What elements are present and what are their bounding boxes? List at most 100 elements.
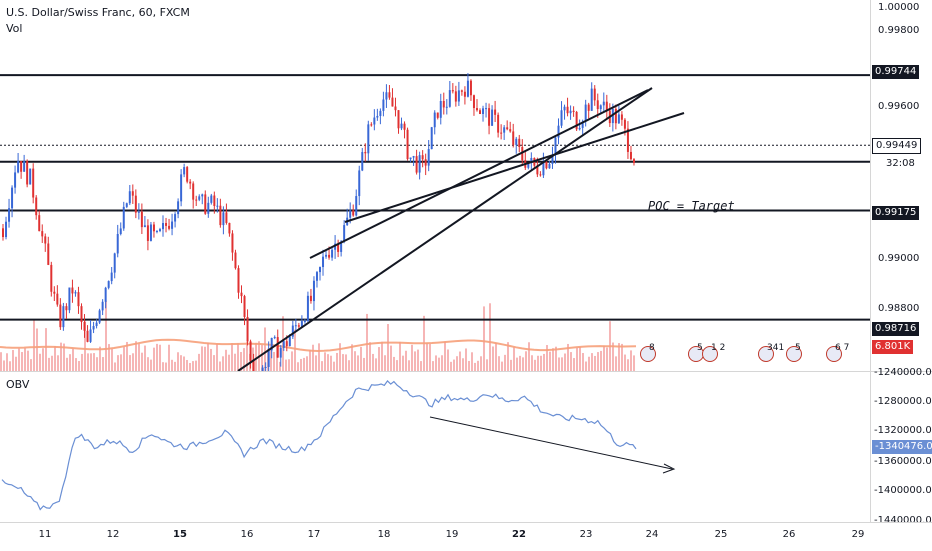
time-axis-label: 15 [173,529,187,540]
volume-bar [615,356,617,371]
time-axis-label: 26 [782,529,796,540]
poc-target-annotation[interactable]: POC = Target [648,199,735,213]
candle-body [494,109,497,115]
volume-bar [108,344,110,371]
volume-bar [297,362,299,371]
volume-bar [81,353,83,371]
candle-body [566,106,569,114]
event-count: 5 [795,343,801,353]
volume-bar [132,353,134,371]
obv-legend[interactable]: OBV [6,378,30,391]
volume-bar [24,348,26,371]
candle-body [415,156,418,173]
candle-body [95,322,98,327]
pane-separator[interactable] [0,371,932,372]
candle-body [614,108,617,124]
candle-body [545,161,548,169]
volume-bar [117,355,119,371]
candle-body [149,224,152,241]
candle-body [309,295,312,302]
candle-body [479,110,482,115]
volume-legend[interactable]: Vol [6,22,23,35]
volume-bar [351,344,353,371]
candle-body [373,117,376,125]
volume-bar [498,356,500,371]
volume-bar [30,359,32,371]
candle-body [122,206,125,229]
candle-body [92,326,95,330]
volume-bar [288,359,290,371]
event-count: 6 7 [835,343,850,353]
price-pane[interactable]: U.S. Dollar/Swiss Franc, 60, FXCM Vol PO… [0,0,870,371]
obv-pane[interactable]: OBV [0,372,870,522]
time-axis-label: 17 [307,529,321,540]
obv-axis-label: -1440000.0000 [874,515,932,526]
candle-body [572,110,575,112]
time-axis[interactable]: 11 12 15 16 17 18 19 22 23 24 25 26 29 [0,522,932,551]
candle-body [515,138,518,145]
volume-bar [183,356,185,371]
candle-body [101,301,104,311]
volume-bar [186,359,188,371]
candle-body [134,195,137,213]
volume-bar [219,361,221,371]
volume-bar [384,355,386,371]
price-axis-label: 0.98800 [878,303,920,314]
volume-bar [18,348,20,371]
candle-body [421,155,424,160]
candle-body [406,129,409,160]
volume-bar [348,360,350,371]
event-flag-icon[interactable] [786,346,802,362]
obv-line [1,379,637,511]
candle-body [578,127,581,130]
price-axis[interactable]: 1.00000 0.99800 0.99600 0.99000 0.98800 … [870,0,932,371]
candle-body [155,231,158,233]
volume-bar [150,359,152,371]
volume-bar [507,342,509,371]
symbol-title[interactable]: U.S. Dollar/Swiss Franc, 60, FXCM [6,6,190,19]
volume-bar [546,345,548,371]
volume-bar [357,355,359,371]
volume-bar [363,357,365,371]
candle-body [596,100,599,110]
trend-line [344,112,685,223]
poc-price-tag: 0.99175 [872,206,920,220]
candle-body [539,174,542,176]
candle-body [599,105,602,110]
event-count: 341 [767,343,785,353]
candle-body [358,170,361,197]
candle-body [557,125,560,138]
candle-body [222,212,225,226]
volume-bar [165,362,167,371]
candle-body [331,249,334,258]
candle-body [162,223,165,230]
volume-bar [468,360,470,371]
candle-body [352,210,355,216]
obv-axis[interactable]: -1240000.0000 -1280000.0000 -1320000.000… [870,367,932,526]
event-flag-icon[interactable] [702,346,718,362]
price-chart[interactable] [0,0,870,371]
candle-body [2,228,4,238]
event-flag-icon[interactable] [758,346,774,362]
candle-body [41,231,44,237]
candle-body [62,306,65,328]
candle-body [391,97,394,107]
candle-body [47,243,50,265]
volume-bar [501,361,503,371]
volume-bar [393,356,395,371]
volume-bar [540,355,542,371]
candle-body [590,88,593,111]
obv-axis-label: -1400000.0000 [874,485,932,496]
obv-chart[interactable] [0,372,870,522]
volume-bar [240,352,242,371]
volume-bar [192,361,194,371]
candle-body [110,272,113,282]
event-flag-icon[interactable] [826,346,842,362]
candle-body [264,366,267,368]
event-flag-icon[interactable] [640,346,656,362]
candle-body [77,292,80,307]
price-axis-label: 0.99800 [878,25,920,36]
volume-bar [504,354,506,371]
candle-body [152,224,155,232]
volume-bar [456,356,458,371]
